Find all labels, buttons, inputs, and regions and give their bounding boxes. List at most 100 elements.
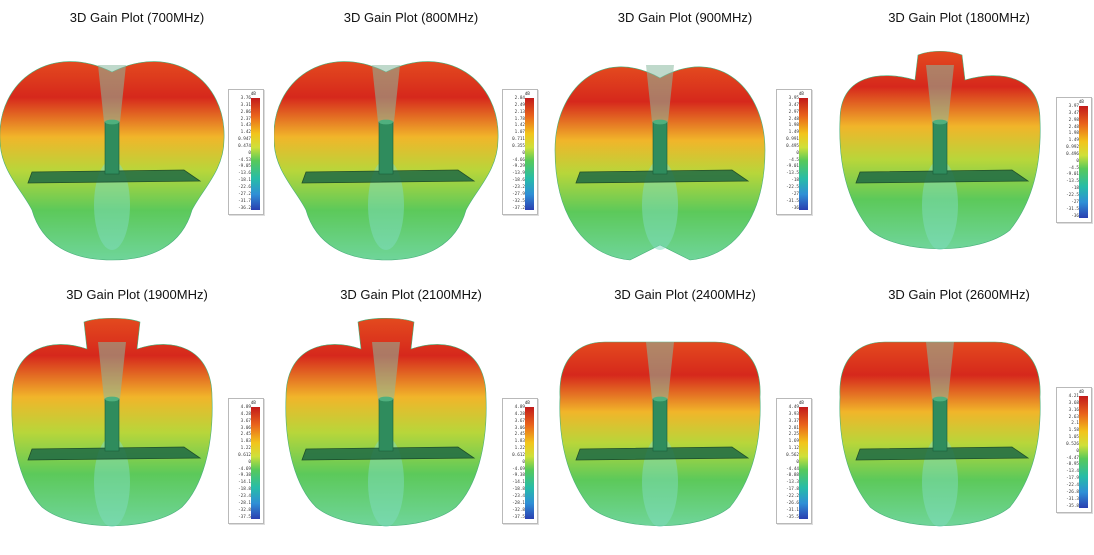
colorbar-tick-label: 4.28 [514,411,525,417]
colorbar-tick-label: 2.97 [788,109,799,115]
colorbar-tick-label: -17.9 [1066,476,1079,482]
colorbar-tick-label: 1.58 [1068,428,1079,434]
colorbar-tick-label: 2.37 [240,116,251,122]
colorbar-tick-label: -28.1 [512,500,525,506]
colorbar-tick-label: 0 [248,459,251,465]
colorbar-tick-label: -31.3 [1066,496,1079,502]
antenna-feed [932,398,948,452]
colorbar-tick-label: 1.07 [514,130,525,136]
antenna-feed [378,121,394,175]
colorbar-tick-label: -27.2 [238,191,251,197]
colorbar-tick-label: 1.22 [240,446,251,452]
antenna-feed [104,398,120,452]
radiation-pattern-3d [839,341,1041,527]
ground-plane [301,169,476,184]
colorbar-tick-label: 0.991 [786,137,799,143]
colorbar-tick-label: 0.526 [1066,441,1079,447]
colorbar-tick-label: -22.5 [1066,192,1079,198]
colorbar-tick-label: -18 [1071,186,1079,192]
colorbar-tick-label: -28.1 [238,500,251,506]
colorbar-tick-label: -18.1 [238,178,251,184]
colorbar-tick-label: -9.01 [786,164,799,170]
colorbar-tick-label: -9.05 [238,164,251,170]
colorbar-tick-label: 1.05 [1068,435,1079,441]
colorbar-legend: dB 3.95 3.47 2.97 2.48 1.98 1.49 0.991 0.495 0 -4.… [776,89,812,215]
colorbar-tick-label: 2.13 [514,109,525,115]
colorbar-tick-label: -13.3 [786,480,799,486]
colorbar-tick-label: 0 [1076,158,1079,164]
colorbar-tick-label: 2.81 [788,425,799,431]
colorbar-tick-label: 4.89 [514,405,525,410]
colorbar-tick-label: -4.69 [512,466,525,472]
null-cone [98,65,126,160]
plot-title: 3D Gain Plot (800MHz) [343,10,479,25]
colorbar-tick-label: 1.12 [788,446,799,452]
colorbar-tick-label: -22.5 [786,184,799,190]
colorbar-tick-label: -22.6 [238,184,251,190]
colorbar-tick-label: -9.38 [238,473,251,479]
colorbar-tick-label: -23.4 [512,493,525,499]
colorbar-tick-label: -18.6 [512,178,525,184]
colorbar-tick-label: 2.48 [1068,124,1079,130]
colorbar-tick-label: -26.6 [786,500,799,506]
colorbar-tick-label: -4.66 [512,157,525,163]
colorbar-tick-label: -4.69 [238,466,251,472]
gain-plot-panel: 3D Gain Plot (2600MHz) dB 4.21 3.68 3.16 2.63… [822,277,1094,554]
colorbar-tick-label: 1.42 [514,123,525,129]
colorbar-tick-label: 0 [796,459,799,465]
colorbar-legend: dB 2.84 2.49 2.13 1.78 1.42 1.07 0.711 0.355 0 -4.… [502,89,538,215]
ground-plane [575,169,750,184]
colorbar-gradient [525,407,534,519]
gain-plot-panel: 3D Gain Plot (700MHz) dB 3.76 3.31 2.86 2.37 1… [0,0,274,277]
colorbar-tick-label: 3.97 [1068,104,1079,109]
colorbar-tick-label: 2.86 [240,109,251,115]
null-cone [372,65,400,160]
colorbar-tick-label: 0.612 [512,452,525,458]
colorbar-tick-label: 3.06 [240,425,251,431]
colorbar-tick-label: 2.1 [1071,421,1079,427]
colorbar-tick-label: 2.48 [788,116,799,122]
colorbar-tick-label: 3.16 [1068,407,1079,413]
colorbar-unit: dB [525,400,530,405]
colorbar-tick-label: -4.47 [1066,455,1079,461]
plot-title: 3D Gain Plot (2400MHz) [614,287,756,302]
colorbar-tick-label: -27 [791,191,799,197]
gain-plot-panel: 3D Gain Plot (1900MHz) dB 4.89 4.28 3.67 3.06… [0,277,274,554]
plot-title: 3D Gain Plot (2100MHz) [340,287,482,302]
null-cone [926,342,954,437]
colorbar-tick-label: 0.711 [512,137,525,143]
colorbar-tick-label: 1.98 [1068,131,1079,137]
colorbar-tick-label: -32.8 [512,507,525,513]
colorbar-legend: dB 3.97 3.47 2.98 2.48 1.98 1.49 0.992 0.496 0 -4.… [1056,97,1092,223]
colorbar-tick-label: -8.95 [1066,462,1079,468]
colorbar-tick-label: 2.45 [514,432,525,438]
colorbar-tick-label: -37.5 [238,514,251,520]
colorbar-tick-label: 0 [796,150,799,156]
plot-title: 3D Gain Plot (1900MHz) [66,287,208,302]
colorbar-tick-label: -13.5 [1066,179,1079,185]
colorbar-tick-label: -37.2 [512,205,525,211]
plot-title: 3D Gain Plot (1800MHz) [888,10,1030,25]
antenna-feed [378,398,394,452]
plot-title: 3D Gain Plot (900MHz) [617,10,753,25]
colorbar-tick-label: -35.8 [1066,503,1079,509]
colorbar-tick-label: -18.8 [238,487,251,493]
colorbar-gradient [1079,396,1088,508]
colorbar-tick-label: -22.4 [1066,482,1079,488]
colorbar-tick-label: 1.98 [788,123,799,129]
gain-plot-panel: 3D Gain Plot (800MHz) dB 2.84 2.49 2.13 1.78 1… [274,0,548,277]
colorbar-tick-label: 0.496 [1066,151,1079,157]
colorbar-tick-label: -36 [791,205,799,211]
ground-plane [575,446,750,461]
colorbar-tick-label: 2.45 [240,432,251,438]
colorbar-tick-label: 2.84 [514,96,525,101]
colorbar-tick-label: 3.68 [1068,400,1079,406]
colorbar-tick-label: 1.83 [240,439,251,445]
colorbar-tick-label: 0.562 [786,452,799,458]
colorbar-tick-label: 3.06 [514,425,525,431]
colorbar-legend: dB 4.21 3.68 3.16 2.63 2.1 1.58 1.05 0.526 0 -4.47… [1056,387,1092,513]
colorbar-tick-label: -17.8 [786,487,799,493]
colorbar-tick-label: -35.5 [786,514,799,520]
colorbar-tick-label: 1.43 [240,123,251,129]
colorbar-unit: dB [525,91,530,96]
